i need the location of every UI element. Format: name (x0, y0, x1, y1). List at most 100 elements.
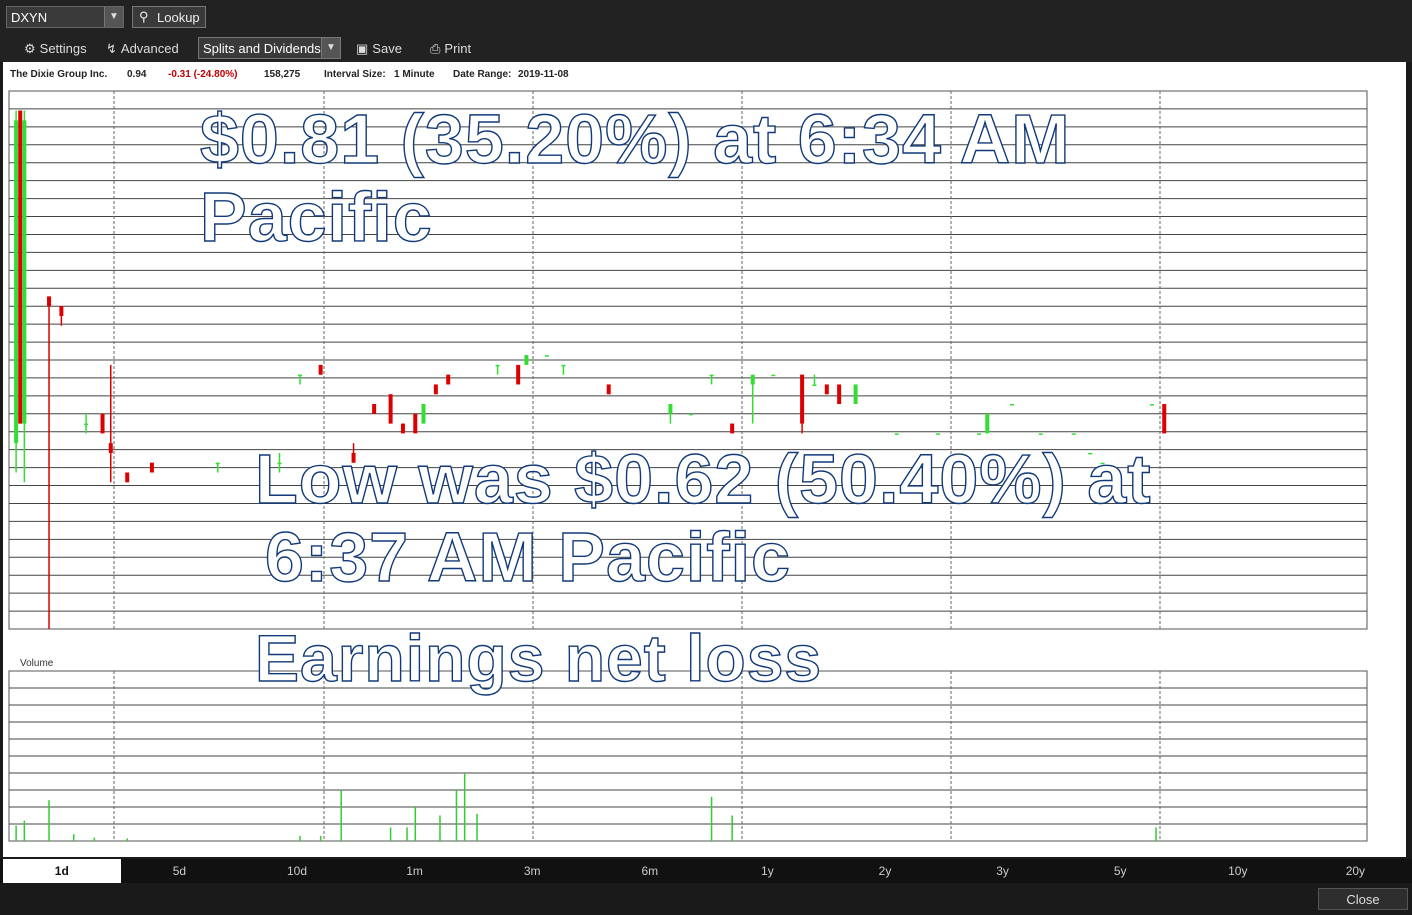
candle-body (544, 355, 549, 357)
overlay-line-1: $0.81 (35.20%) at 6:34 AM (199, 99, 1071, 178)
timeframe-tab-5y[interactable]: 5y (1113, 864, 1127, 878)
candle-body (985, 413, 990, 434)
interval-label: Interval Size: (324, 69, 386, 80)
candle-body (400, 423, 405, 434)
candle-body (125, 472, 130, 483)
overlay-low-text: Low was $0.62 (50.40%) at 6:37 AM Pacifi… (254, 439, 1152, 597)
save-icon: ▣ (356, 41, 369, 56)
symbol-select[interactable]: DXYN ▼ (6, 6, 124, 28)
candle-body (730, 423, 735, 434)
candle-body (1071, 433, 1076, 435)
candle-body (388, 394, 393, 424)
candle-body (59, 306, 64, 316)
candle-body (351, 452, 356, 463)
candle-body (413, 413, 418, 434)
timeframe-bar: 1d 5d 10d 1m 3m 6m 1y 2y 3y 5y 10y 20y (0, 859, 1412, 883)
wrench-icon: ↯ (106, 41, 117, 56)
candle-body (516, 364, 521, 385)
timeframe-tab-5d[interactable]: 5d (172, 864, 187, 878)
candle-body (853, 384, 858, 405)
symbol-value: DXYN (11, 10, 48, 25)
candle-body (149, 462, 154, 473)
price-change: -0.31 (-24.80%) (168, 69, 238, 80)
advanced-button[interactable]: ↯ Advanced (106, 41, 179, 57)
candle-body (1149, 404, 1154, 406)
candle-body (800, 374, 805, 424)
candle-body (935, 433, 940, 435)
search-icon: ⚲ (139, 9, 149, 24)
overlay-earnings-text: Earnings net loss (254, 620, 823, 695)
candle-body (100, 413, 105, 434)
candle-body (84, 423, 89, 426)
candle-body (22, 120, 27, 424)
candle-body (108, 443, 113, 453)
candle-body (894, 433, 899, 435)
candle-body (812, 384, 817, 386)
toolbar: ⚙ Settings ↯ Advanced Splits and Dividends… (0, 34, 1412, 62)
close-button[interactable]: Close (1318, 888, 1408, 910)
candle-body (1100, 462, 1105, 465)
lookup-label: Lookup (157, 10, 200, 25)
candle-body (689, 413, 693, 416)
candle-body (824, 384, 829, 395)
candle-body (771, 374, 776, 377)
volume-label: Volume (20, 658, 54, 669)
advanced-label: Advanced (120, 41, 179, 56)
timeframe-tab-1m[interactable]: 1m (406, 864, 423, 878)
timeframe-tab-10d[interactable]: 10d (286, 864, 307, 878)
overlay-line-4: 6:37 AM Pacific (264, 518, 791, 597)
overlay-line-3: Low was $0.62 (50.40%) at (254, 439, 1152, 518)
candle-body (215, 462, 220, 465)
volume-total: 158,275 (264, 69, 301, 80)
timeframe-tab-10y[interactable]: 10y (1228, 864, 1248, 878)
candle-body (446, 374, 451, 385)
candle-body (277, 462, 282, 465)
candle-body (14, 120, 19, 444)
timeframe-tab-1y[interactable]: 1y (761, 864, 774, 878)
candle-body (1162, 404, 1167, 434)
candle-body (495, 364, 500, 367)
candle-body (606, 384, 611, 395)
timeframe-tab-6m[interactable]: 6m (641, 864, 659, 878)
printer-icon: ⎙ (430, 41, 441, 56)
interval-value: 1 Minute (394, 69, 435, 80)
save-label: Save (372, 41, 402, 56)
candle-body (709, 374, 714, 377)
chevron-down-icon[interactable]: ▼ (321, 38, 340, 58)
timeframe-tab-3m[interactable]: 3m (523, 864, 541, 878)
range-label: Date Range: (453, 69, 512, 80)
top-bar: DXYN ▼ ⚲ Lookup (0, 0, 1412, 34)
chevron-down-icon[interactable]: ▼ (104, 7, 123, 27)
candle-body (750, 374, 755, 385)
timeframe-tab-2y[interactable]: 2y (878, 864, 892, 878)
candle-body (318, 364, 323, 375)
splits-dividends-select[interactable]: Splits and Dividends ▼ (198, 37, 341, 59)
range-value: 2019-11-08 (518, 69, 569, 80)
candle-body (1088, 452, 1093, 455)
overlay-high-text: $0.81 (35.20%) at 6:34 AM Pacific (199, 99, 1071, 257)
last-price: 0.94 (127, 69, 147, 80)
candle-body (977, 433, 982, 435)
splits-label: Splits and Dividends (203, 41, 321, 56)
candle-body (18, 110, 23, 424)
save-button[interactable]: ▣ Save (356, 41, 402, 57)
candle-body (1038, 433, 1043, 435)
company-name: The Dixie Group Inc. (10, 69, 108, 80)
candle-body (433, 384, 438, 395)
candle-body (1009, 404, 1014, 406)
timeframe-tab-20y[interactable]: 20y (1345, 864, 1366, 878)
candle-body (298, 374, 303, 377)
candle-body (561, 364, 566, 367)
candle-body (47, 296, 52, 307)
print-label: Print (444, 41, 472, 56)
print-button[interactable]: ⎙ Print (430, 41, 471, 57)
timeframe-tab-1d[interactable]: 1d (3, 859, 121, 883)
settings-button[interactable]: ⚙ Settings (24, 41, 87, 57)
overlay-line-2: Pacific (199, 178, 433, 257)
candle-body (524, 355, 529, 365)
candle-body (837, 384, 842, 405)
candle-body (421, 404, 426, 424)
lookup-button[interactable]: ⚲ Lookup (132, 6, 206, 28)
timeframe-tab-3y[interactable]: 3y (996, 864, 1009, 878)
